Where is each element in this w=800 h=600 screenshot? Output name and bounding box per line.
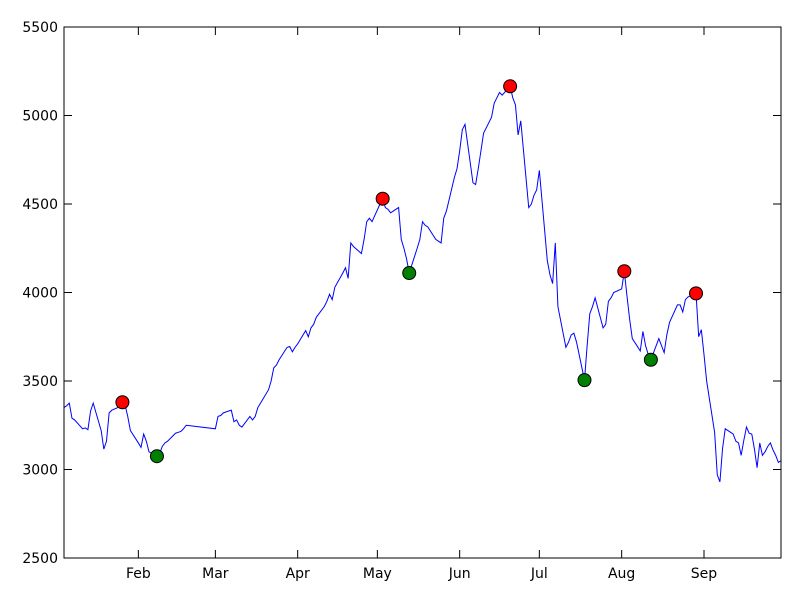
trough-marker [402, 266, 417, 281]
y-tick-label: 3500 [22, 374, 58, 390]
plot-frame [63, 26, 782, 559]
y-tick-label: 5000 [22, 109, 58, 125]
x-axis: Feb Mar Apr May Jun Jul Aug Sep [126, 27, 717, 582]
y-tick-label: 5500 [22, 20, 58, 36]
trough-marker [643, 352, 658, 367]
x-tick-label: Feb [126, 566, 151, 582]
peak-marker [375, 191, 390, 206]
peak-marker [503, 79, 518, 94]
trough-marker [149, 449, 164, 464]
x-tick-label: May [363, 566, 392, 582]
y-tick-label: 4000 [22, 286, 58, 302]
peak-marker [689, 286, 704, 301]
x-tick-label: Jun [448, 566, 471, 582]
x-tick-label: Aug [608, 566, 635, 582]
x-tick-label: Mar [202, 566, 229, 582]
y-tick-label: 2500 [22, 551, 58, 567]
y-tick-label: 4500 [22, 197, 58, 213]
x-tick-label: Jul [530, 566, 548, 582]
series-layer [63, 85, 782, 483]
y-tick-label: 3000 [22, 463, 58, 479]
peak-marker [115, 395, 130, 410]
x-tick-label: Apr [286, 566, 310, 582]
peak-marker [617, 264, 632, 279]
series-line [63, 85, 782, 483]
x-tick-label: Sep [691, 566, 718, 582]
trough-marker [577, 373, 592, 388]
marker-layer [115, 79, 704, 464]
